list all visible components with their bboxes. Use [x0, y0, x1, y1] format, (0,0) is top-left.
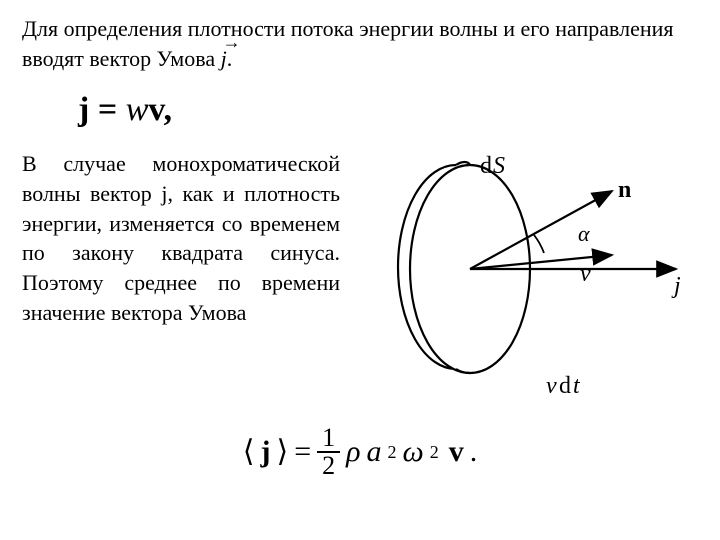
svg-text:α: α [578, 221, 590, 246]
eq2-rho: ρ [346, 432, 360, 473]
eq2-j: j [260, 432, 270, 473]
intro-paragraph: Для определения плотности потока энергии… [22, 14, 698, 73]
svg-text:t: t [573, 373, 581, 399]
eq2-a: a [367, 432, 382, 473]
svg-text:d: d [480, 153, 492, 179]
equation-j-wv: j = wv, [78, 87, 698, 133]
equation-mean-j: ⟨j⟩ = 1 2 ρa2ω2 v. [22, 425, 698, 479]
svg-text:d: d [559, 373, 571, 399]
body-text: В случае монохроматической волны вектор … [22, 151, 340, 324]
eq1-lhs: j [78, 91, 89, 128]
eq1-w: w [126, 91, 149, 128]
eq2-frac-den: 2 [317, 453, 340, 479]
eq2-sq2: 2 [430, 440, 439, 464]
eq2-rangle: ⟩ [276, 432, 288, 473]
eq2-omega: ω [403, 432, 424, 473]
umov-diagram: dSnαvjvdt [358, 149, 698, 417]
eq2-eq: = [294, 432, 311, 473]
eq2-sq1: 2 [388, 440, 397, 464]
svg-text:S: S [493, 153, 505, 179]
mid-row: В случае монохроматической волны вектор … [22, 149, 698, 417]
svg-text:n: n [618, 177, 631, 203]
svg-text:j: j [671, 273, 681, 299]
eq1-v: v [148, 91, 163, 128]
eq2-frac-num: 1 [317, 425, 340, 453]
body-paragraph: В случае монохроматической волны вектор … [22, 149, 340, 327]
eq2-frac: 1 2 [317, 425, 340, 479]
svg-text:v: v [546, 373, 557, 399]
eq2-langle: ⟨ [243, 432, 255, 473]
eq2-v: v [449, 432, 464, 473]
eq2-dot: . [470, 432, 478, 473]
intro-text-a: Для определения плотности потока энергии… [22, 16, 674, 71]
eq1-tail: , [164, 91, 173, 128]
diagram-svg: dSnαvjvdt [358, 149, 698, 409]
eq1-eq: = [89, 91, 125, 128]
svg-text:v: v [580, 261, 591, 287]
umov-vector-j: j [221, 44, 227, 74]
